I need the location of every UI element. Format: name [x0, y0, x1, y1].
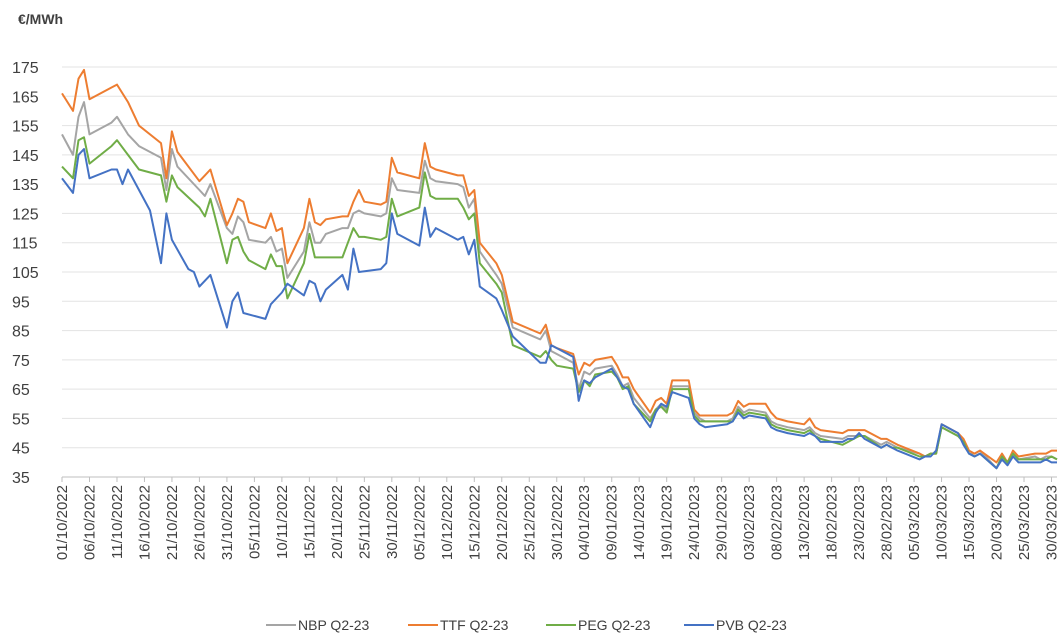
- gridlines: [62, 66, 1057, 478]
- x-tick-label: 01/10/2022: [54, 485, 71, 560]
- y-tick-label: 95: [12, 294, 30, 311]
- legend-label: TTF Q2-23: [440, 617, 509, 633]
- x-tick-label: 25/03/2023: [1016, 485, 1033, 560]
- x-tick-label: 09/01/2023: [604, 485, 621, 560]
- series-lines: [61, 68, 1058, 470]
- x-tick-label: 11/10/2022: [109, 485, 126, 559]
- y-axis-ticks: 175 165 155 145 135 125 115 105 95 85 75 65 55 45 35: [12, 60, 39, 487]
- x-tick-label: 31/10/2022: [219, 485, 236, 560]
- x-tick-label: 20/11/2022: [329, 485, 346, 559]
- series-line-nbp: [61, 101, 1058, 470]
- x-tick-label: 13/02/2023: [796, 485, 813, 560]
- x-axis-ticks: 01/10/2022 06/10/2022 11/10/2022 16/10/2022…: [54, 477, 1059, 560]
- x-tick-label: 26/10/2022: [191, 485, 208, 560]
- legend-label: PEG Q2-23: [578, 617, 651, 633]
- legend: NBP Q2-23 TTF Q2-23 PEG Q2-23 PVB Q2-23: [266, 617, 787, 633]
- y-tick-label: 135: [12, 177, 39, 194]
- x-tick-label: 16/10/2022: [136, 485, 153, 560]
- x-tick-label: 06/10/2022: [81, 485, 98, 560]
- legend-label: PVB Q2-23: [716, 617, 787, 633]
- y-tick-label: 155: [12, 119, 39, 136]
- x-tick-label: 29/01/2023: [714, 485, 731, 560]
- y-tick-label: 165: [12, 89, 39, 106]
- series-line-pvb: [61, 148, 1057, 470]
- y-tick-label: 55: [12, 411, 30, 428]
- y-tick-label: 65: [12, 382, 30, 399]
- x-tick-label: 10/11/2022: [274, 485, 291, 559]
- x-tick-label: 15/03/2023: [961, 485, 978, 560]
- x-tick-label: 25/12/2022: [521, 485, 538, 560]
- series-line-ttf: [61, 68, 1057, 464]
- y-tick-label: 115: [12, 236, 38, 253]
- y-axis-unit-label: €/MWh: [18, 11, 63, 27]
- x-tick-label: 15/12/2022: [466, 485, 483, 560]
- x-tick-label: 28/02/2023: [879, 485, 896, 560]
- y-tick-label: 175: [12, 60, 39, 77]
- y-tick-label: 125: [12, 206, 39, 223]
- x-tick-label: 30/12/2022: [549, 485, 566, 560]
- y-tick-label: 105: [12, 265, 39, 282]
- x-tick-label: 15/11/2022: [301, 485, 318, 559]
- x-tick-label: 04/01/2023: [576, 485, 593, 560]
- x-tick-label: 05/12/2022: [411, 485, 428, 560]
- y-tick-label: 85: [12, 324, 30, 341]
- x-tick-label: 23/02/2023: [851, 485, 868, 560]
- x-tick-label: 08/02/2023: [769, 485, 786, 560]
- x-tick-label: 24/01/2023: [686, 485, 703, 560]
- x-tick-label: 05/03/2023: [906, 485, 923, 560]
- y-tick-label: 35: [12, 470, 30, 487]
- x-tick-label: 21/10/2022: [164, 485, 181, 560]
- x-tick-label: 30/11/2022: [384, 485, 401, 559]
- x-tick-label: 14/01/2023: [631, 485, 648, 560]
- x-tick-label: 05/11/2022: [246, 485, 263, 559]
- x-tick-label: 18/02/2023: [824, 485, 841, 560]
- y-tick-label: 75: [12, 353, 30, 370]
- x-tick-label: 10/12/2022: [439, 485, 456, 560]
- x-tick-label: 20/12/2022: [494, 485, 511, 560]
- y-tick-label: 45: [12, 441, 30, 458]
- x-tick-label: 20/03/2023: [989, 485, 1006, 560]
- x-tick-label: 10/03/2023: [934, 485, 951, 560]
- x-tick-label: 30/03/2023: [1044, 485, 1059, 560]
- x-tick-label: 25/11/2022: [356, 485, 373, 559]
- y-tick-label: 145: [12, 148, 39, 165]
- legend-label: NBP Q2-23: [298, 617, 370, 633]
- x-tick-label: 03/02/2023: [741, 485, 758, 560]
- x-tick-label: 19/01/2023: [659, 485, 676, 560]
